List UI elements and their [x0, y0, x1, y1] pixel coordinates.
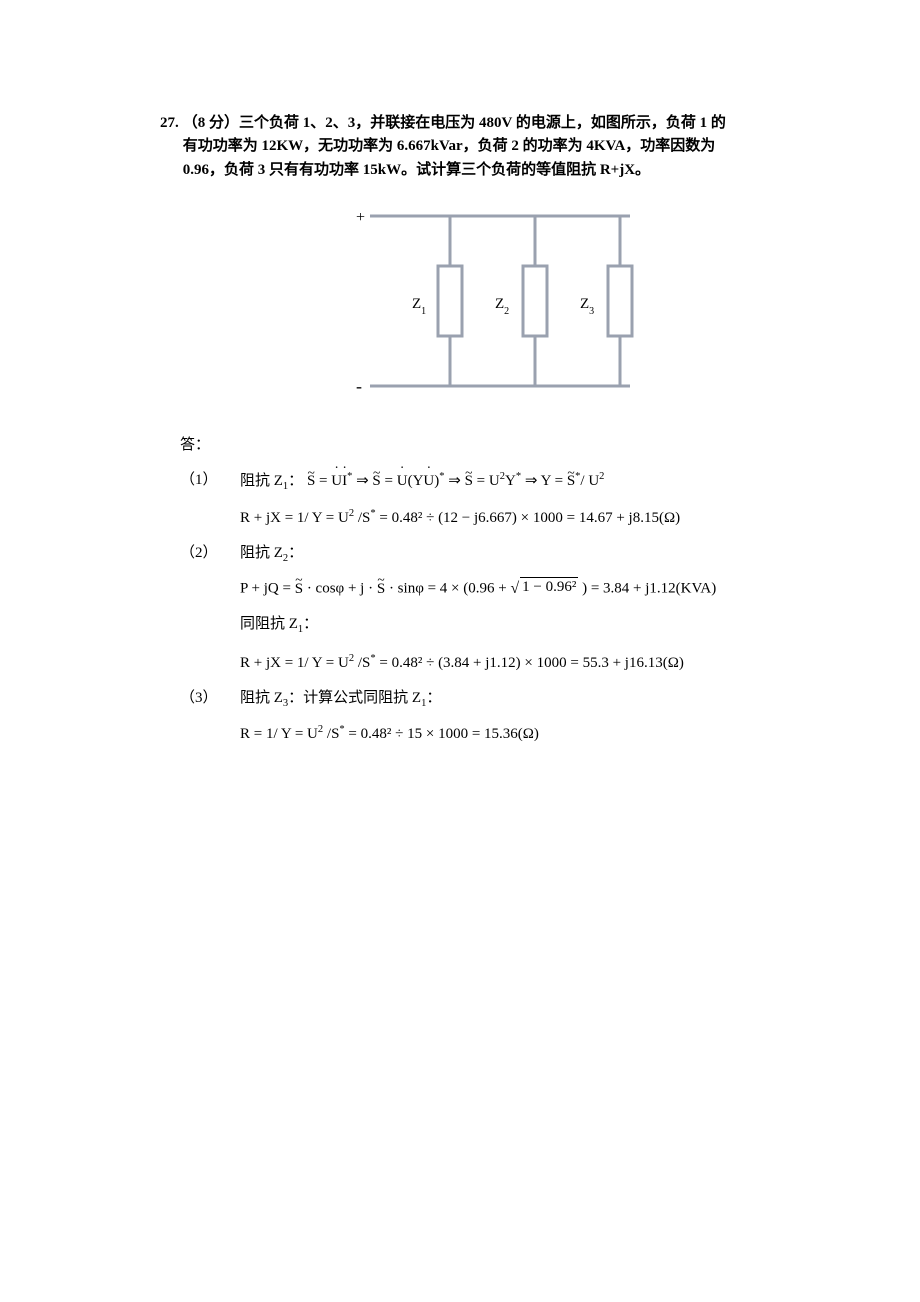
part1-lead: 阻抗 Z1：	[240, 473, 303, 489]
question-number: 27.	[160, 112, 179, 182]
circuit-minus: -	[356, 376, 362, 396]
question-line1: （8 分）三个负荷 1、2、3，并联接在电压为 480V 的电源上，如图所示，负…	[183, 115, 726, 131]
p2-lead-t: 阻抗 Z	[240, 545, 283, 561]
question-text: （8 分）三个负荷 1、2、3，并联接在电压为 480V 的电源上，如图所示，负…	[183, 112, 800, 182]
p2e-r: = 0.48² ÷ (3.84 + j1.12) × 1000 = 55.3 +…	[376, 655, 684, 671]
points-label: （8 分）	[183, 115, 239, 131]
p3e-r: = 0.48² ÷ 15 × 1000 = 15.36(Ω)	[345, 726, 539, 742]
p2e-m: /S	[354, 655, 370, 671]
p2pq-m2: · sinφ = 4 × (0.96 +	[385, 581, 510, 597]
p3-lead-t: 阻抗 Z	[240, 690, 283, 706]
circuit-plus: +	[356, 209, 365, 226]
page: 27. （8 分）三个负荷 1、2、3，并联接在电压为 480V 的电源上，如图…	[0, 0, 920, 746]
answer-part-2: （2） 阻抗 Z2：	[180, 542, 800, 567]
z2-label: Z2	[495, 296, 509, 317]
p1e-l: R + jX = 1/ Y = U	[240, 510, 349, 526]
part1-num: （1）	[180, 469, 240, 492]
answer-part-1: （1） 阻抗 Z1： S~ = U·I·* ⇒ S~ = U·(YU·)* ⇒ …	[180, 469, 800, 495]
p3-lead-a2: ：	[426, 690, 441, 706]
p1-lead-a: ：	[288, 473, 303, 489]
p1e-m: /S	[354, 510, 370, 526]
p2pq-m1: · cosφ + j ·	[303, 581, 377, 597]
part2-num: （2）	[180, 542, 240, 565]
question-line2: 有功功率为 12KW，无功功率为 6.667kVar，负荷 2 的功率为 4KV…	[183, 135, 800, 158]
part2-pq: P + jQ = S~ · cosφ + j · S~ · sinφ = 4 ×…	[240, 577, 800, 601]
p3-lead-a: ：计算公式同阻抗 Z	[288, 690, 421, 706]
part1-eq: R + jX = 1/ Y = U2 /S* = 0.48² ÷ (12 − j…	[240, 506, 800, 530]
p2pq-pre: P + jQ =	[240, 581, 295, 597]
part3-eq: R = 1/ Y = U2 /S* = 0.48² ÷ 15 × 1000 = …	[240, 722, 800, 746]
part2-lead: 阻抗 Z2：	[240, 545, 303, 561]
p3e-m: /S	[323, 726, 339, 742]
p2-same-t: 同阻抗 Z	[240, 616, 298, 632]
p2-same-a: ：	[303, 616, 318, 632]
question-head: 27. （8 分）三个负荷 1、2、3，并联接在电压为 480V 的电源上，如图…	[160, 112, 800, 182]
question-line3: 0.96，负荷 3 只有有功功率 15kW。试计算三个负荷的等值阻抗 R+jX。	[183, 159, 800, 182]
p2e-l: R + jX = 1/ Y = U	[240, 655, 349, 671]
p2pq-sq: 1 − 0.96²	[520, 577, 578, 601]
part1-derivation: S~ = U·I·* ⇒ S~ = U·(YU·)* ⇒ S~ = U2Y* ⇒…	[307, 473, 604, 489]
circuit-svg: + - Z1 Z2 Z3	[300, 196, 660, 406]
p1e-r: = 0.48² ÷ (12 − j6.667) × 1000 = 14.67 +…	[376, 510, 681, 526]
part3-body: 阻抗 Z3：计算公式同阻抗 Z1：	[240, 687, 800, 712]
part2-same: 同阻抗 Z1：	[240, 613, 800, 638]
part1-body: 阻抗 Z1： S~ = U·I·* ⇒ S~ = U·(YU·)* ⇒ S~ =…	[240, 469, 800, 495]
z3-label: Z3	[580, 296, 594, 317]
p1-lead-t: 阻抗 Z	[240, 473, 283, 489]
part2-body: 阻抗 Z2：	[240, 542, 800, 567]
answer-part-3: （3） 阻抗 Z3：计算公式同阻抗 Z1：	[180, 687, 800, 712]
p3e-l: R = 1/ Y = U	[240, 726, 318, 742]
part3-num: （3）	[180, 687, 240, 710]
p2-lead-a: ：	[288, 545, 303, 561]
z1-label: Z1	[412, 296, 426, 317]
circuit-diagram: + - Z1 Z2 Z3	[160, 196, 800, 414]
question-block: 27. （8 分）三个负荷 1、2、3，并联接在电压为 480V 的电源上，如图…	[160, 112, 800, 746]
q-line1-text: 三个负荷 1、2、3，并联接在电压为 480V 的电源上，如图所示，负荷 1 的	[239, 115, 726, 131]
p2pq-af: ) = 3.84 + j1.12(KVA)	[578, 581, 716, 597]
answer-label: 答：	[180, 434, 800, 457]
part2-eq: R + jX = 1/ Y = U2 /S* = 0.48² ÷ (3.84 +…	[240, 651, 800, 675]
answer-block: 答： （1） 阻抗 Z1： S~ = U·I·* ⇒ S~ = U·(YU·)*…	[180, 434, 800, 746]
